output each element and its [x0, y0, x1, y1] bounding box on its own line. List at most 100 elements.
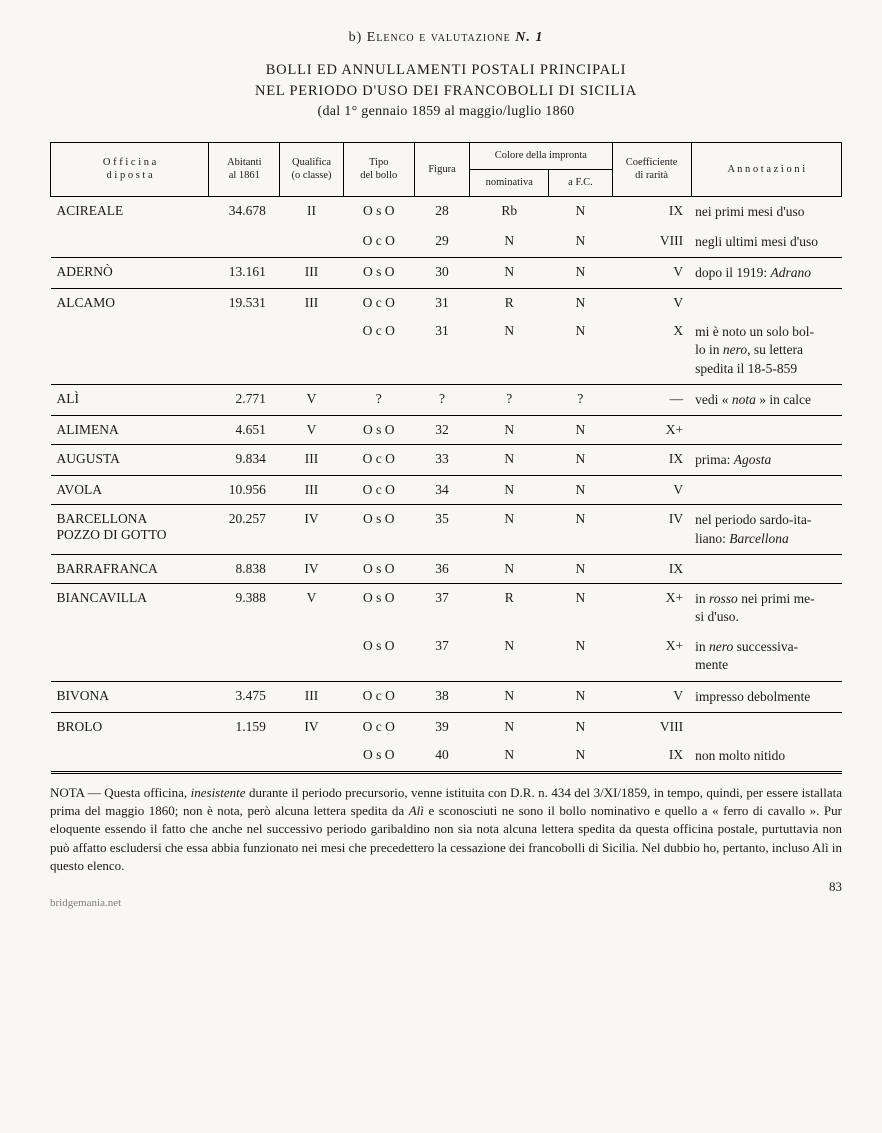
cell-annotation: vedi « nota » in calce: [691, 384, 841, 415]
cell-afc: N: [549, 445, 612, 476]
cell-abitanti: [209, 227, 280, 257]
cell-coeff: V: [612, 476, 691, 505]
cell-qualifica: [280, 632, 343, 680]
cell-qualifica: [280, 317, 343, 384]
col-qualifica-label: Qualifica(o classe): [292, 157, 332, 182]
cell-nominativa: N: [470, 476, 549, 505]
cell-coeff: IX: [612, 445, 691, 476]
cell-office: BARRAFRANCA: [51, 554, 209, 583]
cell-tipo: O c O: [343, 227, 414, 257]
title-line-2: NEL PERIODO D'USO DEI FRANCOBOLLI DI SIC…: [50, 81, 842, 102]
cell-afc: N: [549, 505, 612, 554]
col-afc-label: a F.C.: [568, 177, 593, 188]
cell-coeff: IV: [612, 505, 691, 554]
cell-office: ALIMENA: [51, 416, 209, 445]
cell-tipo: O s O: [343, 505, 414, 554]
table-row: O c O31NNXmi è noto un solo bol-lo in ne…: [51, 317, 842, 384]
cell-qualifica: [280, 741, 343, 771]
cell-abitanti: [209, 632, 280, 680]
cell-abitanti: 34.678: [209, 196, 280, 227]
cell-coeff: IX: [612, 741, 691, 771]
catalogue-table: O f f i c i n ad i p o s t a Abitantial …: [50, 142, 842, 774]
table-row: BARCELLONAPOZZO DI GOTTO20.257IVO s O35N…: [51, 505, 842, 554]
cell-abitanti: 4.651: [209, 416, 280, 445]
col-annot-label: A n n o t a z i o n i: [728, 164, 806, 175]
cell-figura: 33: [414, 445, 469, 476]
table-row: BROLO1.159IVO c O39NNVIII: [51, 712, 842, 741]
cell-tipo: O s O: [343, 196, 414, 227]
cell-office: ADERNÒ: [51, 258, 209, 289]
cell-abitanti: 9.834: [209, 445, 280, 476]
table-row: O s O40NNIXnon molto nitido: [51, 741, 842, 771]
cell-annotation: non molto nitido: [691, 741, 841, 771]
table-header: O f f i c i n ad i p o s t a Abitantial …: [51, 143, 842, 196]
cell-nominativa: N: [470, 554, 549, 583]
cell-afc: N: [549, 317, 612, 384]
cell-nominativa: R: [470, 289, 549, 318]
cell-annotation: impresso debolmente: [691, 681, 841, 712]
title-date-line: (dal 1° gennaio 1859 al maggio/luglio 18…: [50, 102, 842, 122]
col-qualifica: Qualifica(o classe): [280, 143, 343, 196]
cell-figura: 29: [414, 227, 469, 257]
cell-nominativa: R: [470, 583, 549, 632]
cell-nominativa: N: [470, 317, 549, 384]
cell-coeff: —: [612, 384, 691, 415]
cell-nominativa: ?: [470, 384, 549, 415]
cell-annotation: [691, 554, 841, 583]
cell-annotation: negli ultimi mesi d'uso: [691, 227, 841, 257]
cell-afc: N: [549, 416, 612, 445]
cell-afc: N: [549, 632, 612, 680]
cell-annotation: [691, 416, 841, 445]
cell-nominativa: N: [470, 681, 549, 712]
watermark: bridgemania.net: [50, 897, 842, 909]
section-number: N. 1: [511, 30, 544, 45]
cell-annotation: prima: Agosta: [691, 445, 841, 476]
title-block: BOLLI ED ANNULLAMENTI POSTALI PRINCIPALI…: [50, 60, 842, 122]
cell-abitanti: 13.161: [209, 258, 280, 289]
cell-tipo: O c O: [343, 317, 414, 384]
cell-abitanti: 10.956: [209, 476, 280, 505]
cell-coeff: V: [612, 258, 691, 289]
table-row: ACIREALE34.678IIO s O28RbNIXnei primi me…: [51, 196, 842, 227]
table-row: ADERNÒ13.161IIIO s O30NNVdopo il 1919: A…: [51, 258, 842, 289]
col-office-label: O f f i c i n ad i p o s t a: [103, 157, 156, 182]
footnote: NOTA — Questa officina, inesistente dura…: [50, 784, 842, 875]
table-row: ALIMENA4.651VO s O32NNX+: [51, 416, 842, 445]
heading-section: b) Elenco e valutazione N. 1 BOLLI ED AN…: [50, 30, 842, 122]
col-nominativa-label: nominativa: [486, 177, 533, 188]
cell-annotation: in nero successiva-mente: [691, 632, 841, 680]
cell-afc: N: [549, 258, 612, 289]
row-separator: [51, 772, 842, 774]
table-row: BIVONA3.475IIIO c O38NNVimpresso debolme…: [51, 681, 842, 712]
cell-office: BIVONA: [51, 681, 209, 712]
table-row: ALÌ2.771V????—vedi « nota » in calce: [51, 384, 842, 415]
col-abitanti: Abitantial 1861: [209, 143, 280, 196]
cell-office: ALCAMO: [51, 289, 209, 318]
cell-abitanti: 3.475: [209, 681, 280, 712]
cell-figura: 34: [414, 476, 469, 505]
cell-office: [51, 317, 209, 384]
page-number: 83: [50, 879, 842, 895]
table-row: BARRAFRANCA8.838IVO s O36NNIX: [51, 554, 842, 583]
title-line-1: BOLLI ED ANNULLAMENTI POSTALI PRINCIPALI: [50, 60, 842, 81]
cell-afc: N: [549, 476, 612, 505]
cell-qualifica: III: [280, 289, 343, 318]
cell-nominativa: N: [470, 227, 549, 257]
col-nominativa: nominativa: [470, 169, 549, 196]
cell-tipo: ?: [343, 384, 414, 415]
cell-coeff: VIII: [612, 712, 691, 741]
section-label: b) Elenco e valutazione N. 1: [50, 30, 842, 46]
col-coeff: Coefficientedi rarità: [612, 143, 691, 196]
cell-figura: 38: [414, 681, 469, 712]
cell-qualifica: V: [280, 384, 343, 415]
table-row: ALCAMO19.531IIIO c O31RNV: [51, 289, 842, 318]
cell-abitanti: 9.388: [209, 583, 280, 632]
table-row: O c O29NNVIIInegli ultimi mesi d'uso: [51, 227, 842, 257]
col-office: O f f i c i n ad i p o s t a: [51, 143, 209, 196]
cell-coeff: IX: [612, 196, 691, 227]
cell-qualifica: [280, 227, 343, 257]
cell-afc: N: [549, 583, 612, 632]
cell-tipo: O s O: [343, 741, 414, 771]
cell-qualifica: III: [280, 258, 343, 289]
table-body: ACIREALE34.678IIO s O28RbNIXnei primi me…: [51, 196, 842, 774]
